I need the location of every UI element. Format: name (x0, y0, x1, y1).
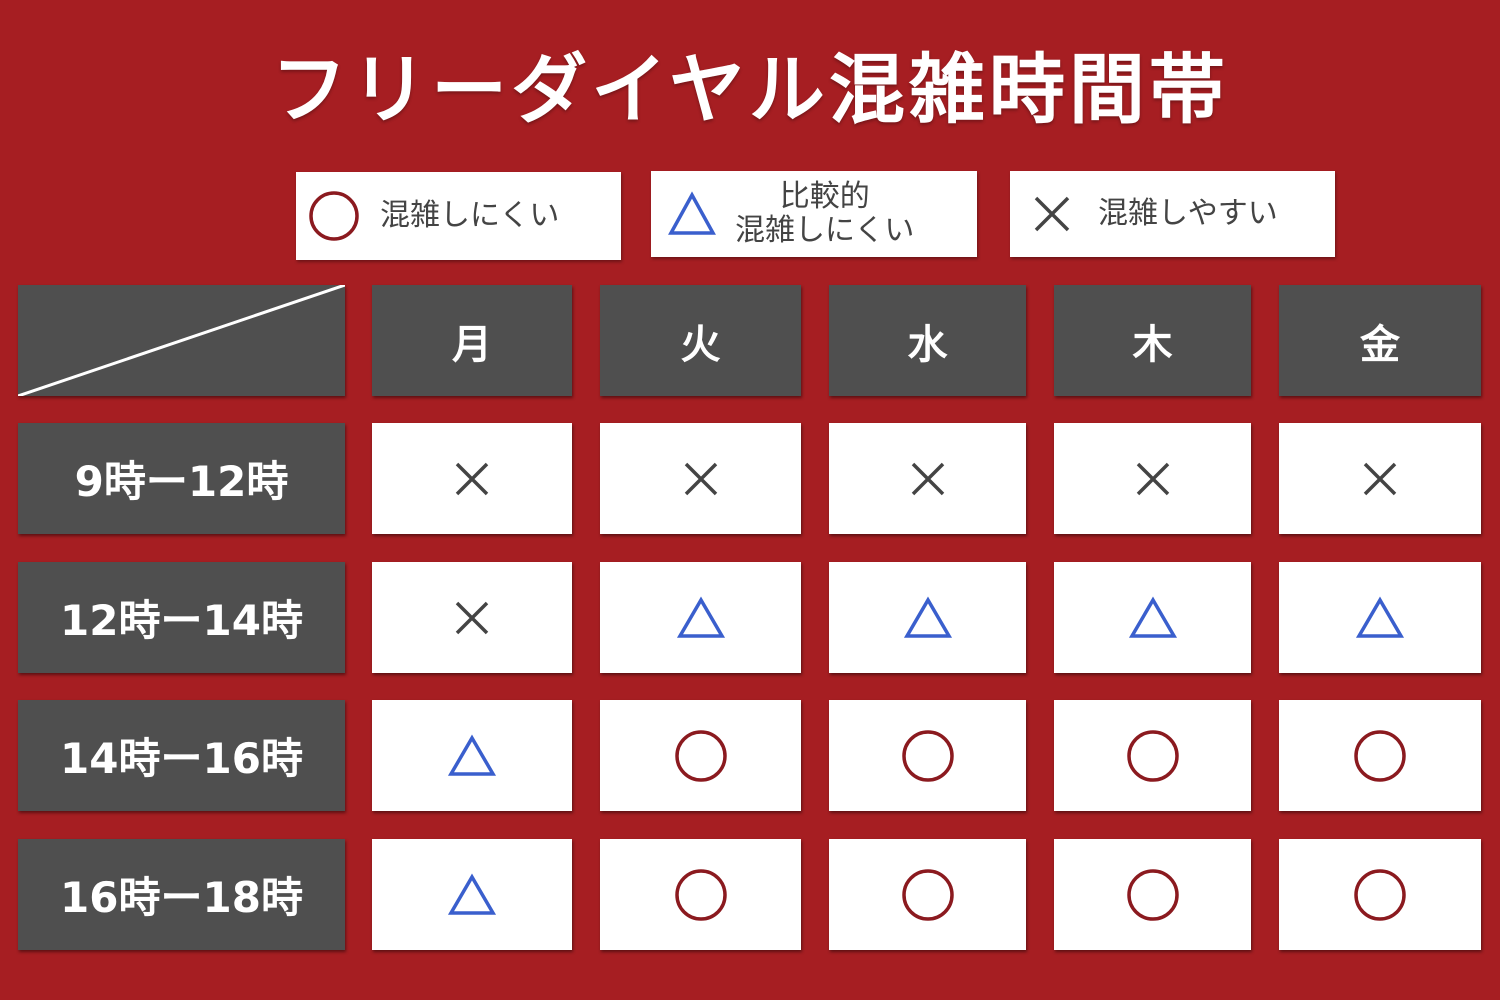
time-slot-header: 12時ー14時 (18, 562, 345, 673)
cross-icon (1136, 462, 1169, 495)
legend-cross: 混雑しやすい (1010, 171, 1335, 257)
congestion-cell (372, 562, 572, 673)
cross-icon (1034, 196, 1070, 232)
congestion-cell (829, 562, 1026, 673)
diagonal-line (18, 285, 345, 396)
triangle-icon (447, 873, 497, 915)
circle-icon (1354, 729, 1406, 782)
cross-icon (455, 601, 489, 634)
congestion-cell (829, 839, 1026, 950)
day-label: 月 (452, 321, 492, 368)
congestion-cell (1054, 839, 1251, 950)
triangle-icon (903, 596, 952, 638)
triangle-icon (676, 596, 725, 638)
legend-circle: 混雑しにくい (296, 172, 621, 260)
circle-icon (901, 868, 954, 921)
time-label: 14時ー16時 (60, 734, 303, 783)
legend-label-line2: 混雑しにくい (735, 213, 915, 248)
triangle-icon (1355, 596, 1405, 638)
day-label: 木 (1132, 321, 1173, 368)
congestion-cell (372, 423, 572, 534)
triangle-icon (447, 734, 497, 776)
time-label: 9時ー12時 (74, 457, 289, 506)
circle-icon (1126, 868, 1179, 921)
triangle-icon (668, 191, 716, 235)
legend-triangle: 比較的 混雑しにくい (651, 171, 977, 257)
congestion-cell (372, 700, 572, 811)
day-header: 火 (600, 285, 801, 396)
triangle-icon (1128, 596, 1177, 638)
cross-icon (684, 462, 717, 495)
congestion-cell (372, 839, 572, 950)
day-header: 月 (372, 285, 572, 396)
day-header: 木 (1054, 285, 1251, 396)
legend-label-line1: 比較的 (779, 179, 870, 214)
congestion-cell (600, 423, 801, 534)
time-label: 12時ー14時 (60, 596, 303, 645)
page-title: フリーダイヤル混雑時間帯 (271, 45, 1229, 134)
congestion-cell (1054, 562, 1251, 673)
congestion-cell (1279, 839, 1481, 950)
corner-cell (18, 285, 345, 396)
circle-icon (674, 868, 727, 921)
circle-icon (674, 729, 727, 782)
cross-icon (911, 462, 944, 495)
congestion-cell (1279, 700, 1481, 811)
circle-icon (1126, 729, 1179, 782)
congestion-cell (1279, 423, 1481, 534)
time-label: 16時ー18時 (60, 873, 303, 922)
day-header: 金 (1279, 285, 1481, 396)
cross-icon (1363, 462, 1397, 495)
congestion-cell (1279, 562, 1481, 673)
day-header: 水 (829, 285, 1026, 396)
time-slot-header: 16時ー18時 (18, 839, 345, 950)
congestion-cell (600, 700, 801, 811)
time-slot-header: 9時ー12時 (18, 423, 345, 534)
congestion-cell (829, 423, 1026, 534)
circle-icon (1354, 868, 1406, 921)
cross-icon (455, 462, 489, 495)
day-label: 金 (1360, 321, 1400, 368)
congestion-cell (829, 700, 1026, 811)
legend-label: 混雑しにくい (380, 198, 560, 233)
legend-label: 混雑しやすい (1098, 196, 1278, 231)
congestion-cell (1054, 423, 1251, 534)
congestion-cell (1054, 700, 1251, 811)
circle-icon (309, 191, 359, 241)
day-label: 火 (680, 321, 721, 368)
congestion-cell (600, 839, 801, 950)
time-slot-header: 14時ー16時 (18, 700, 345, 811)
day-label: 水 (907, 321, 948, 368)
congestion-cell (600, 562, 801, 673)
circle-icon (901, 729, 954, 782)
